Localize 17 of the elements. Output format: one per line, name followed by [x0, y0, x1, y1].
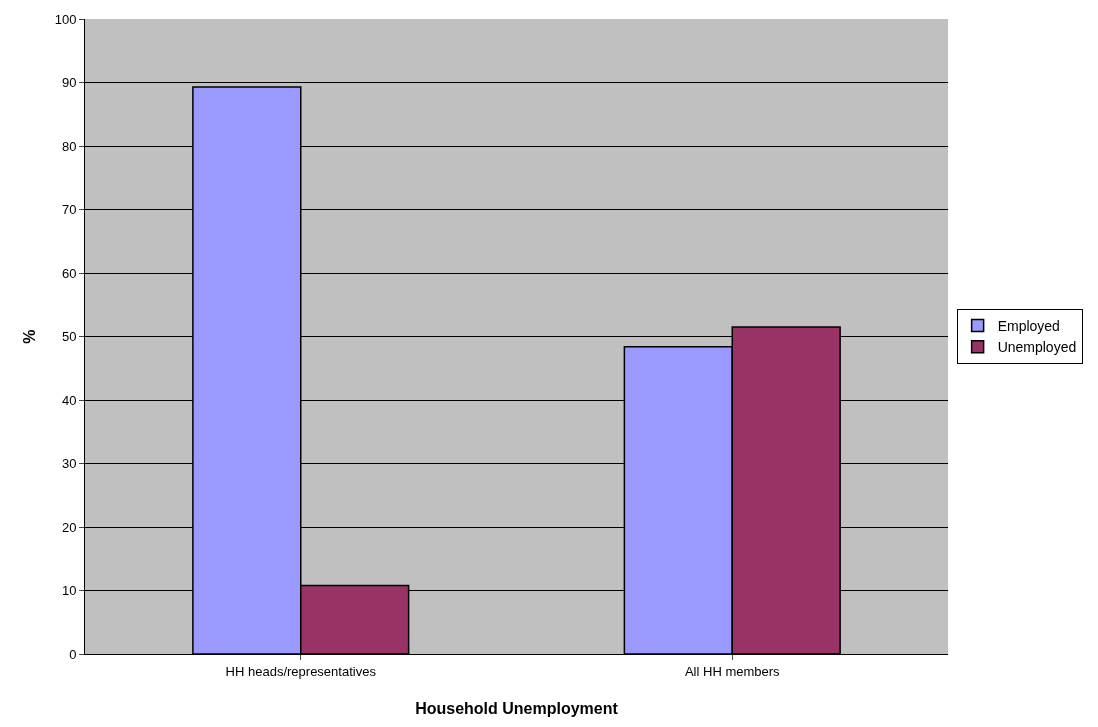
x-tick-label: HH heads/representatives — [225, 663, 377, 679]
y-tick-label: 10 — [61, 583, 77, 599]
y-tick-label: 70 — [61, 202, 77, 218]
y-tick-label: 40 — [61, 392, 77, 408]
y-tick-label: 80 — [61, 138, 77, 154]
y-axis-title: % — [20, 329, 38, 344]
legend-label: Employed — [997, 318, 1060, 335]
y-tick-label: 20 — [61, 519, 77, 535]
y-tick-label: 90 — [61, 75, 77, 91]
x-axis-title: Household Unemployment — [415, 700, 619, 718]
y-tick-label: 50 — [61, 329, 77, 345]
y-tick-label: 0 — [69, 646, 77, 662]
x-tick-label: All HH members — [684, 663, 781, 679]
y-tick-label: 100 — [54, 11, 77, 27]
y-tick-label: 60 — [61, 265, 77, 281]
legend-label: Unemployed — [997, 339, 1077, 356]
y-tick-label: 30 — [61, 456, 77, 472]
